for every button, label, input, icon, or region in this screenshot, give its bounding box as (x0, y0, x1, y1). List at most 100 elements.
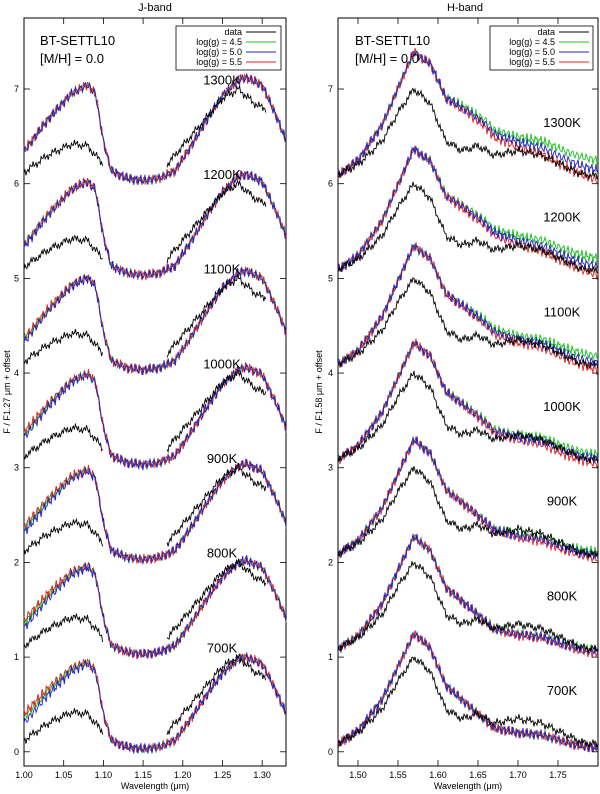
j-band-legend-box (175, 25, 282, 71)
h-band-legend: data log(g) = 4.5 log(g) = 5.0 log(g) = … (489, 25, 594, 71)
h-band-y-tick-label-0: 0 (328, 747, 333, 757)
h-band-model-name: BT-SETTL10 (355, 33, 430, 48)
h-band-y-tick-label-6: 6 (328, 179, 333, 189)
j-band-900K-g45-line (23, 458, 287, 565)
j-band-x-tick-label-1: 1.05 (55, 770, 73, 780)
j-band-temp-label-700K: 700K (207, 640, 238, 655)
j-band-1100K-g50-line (23, 267, 287, 376)
h-band-x-tick-label-3: 1.65 (469, 770, 487, 780)
h-band-temp-label-1100K: 1100K (544, 304, 581, 319)
h-band-y-tick-label-2: 2 (328, 557, 333, 567)
j-band-y-tick-label-5: 5 (14, 273, 19, 283)
j-band-900K-data-line (23, 463, 267, 555)
j-band-legend-g45-label: log(g) = 4.5 (196, 37, 242, 47)
h-band-1000K-g50-line (337, 340, 599, 465)
h-band-y-tick-label-7: 7 (328, 84, 333, 94)
h-band-y-tick-label-1: 1 (328, 652, 333, 662)
j-band-temp-label-1200K: 1200K (203, 167, 241, 182)
j-band-1300K-data-line (23, 84, 267, 176)
j-band-y-tick-label-7: 7 (14, 84, 19, 94)
h-band-700K-g55-line (337, 630, 599, 753)
h-band-legend-data-label: data (537, 27, 555, 37)
j-band-1200K-data-line (23, 179, 267, 270)
j-band-y-tick-label-2: 2 (14, 557, 19, 567)
h-band-legend-box (489, 25, 594, 71)
h-band-800K-data-line (337, 561, 599, 653)
j-band-1000K-data-line (23, 369, 267, 460)
j-band-title: J-band (138, 2, 172, 14)
j-band-x-tick-label-5: 1.25 (214, 770, 232, 780)
h-band-y-tick-label-5: 5 (328, 273, 333, 283)
j-band-temp-label-1100K: 1100K (204, 262, 241, 277)
j-band-1200K-g55-line (23, 170, 287, 281)
j-band-panel: J-band 700K800K900K1000K1100K1200K1300K … (2, 2, 287, 791)
h-band-plot-frame (337, 17, 599, 767)
j-band-x-axis-label: Wavelength (μm) (121, 781, 189, 791)
j-band-temp-label-1000K: 1000K (203, 356, 241, 371)
j-band-1300K-g45-line (23, 73, 287, 186)
h-band-x-tick-label-1: 1.55 (389, 770, 407, 780)
j-band-800K-g55-line (23, 555, 287, 660)
j-band-y-tick-label-6: 6 (14, 179, 19, 189)
j-band-series-layer: 700K 800K 900K 1000K 1100K 1200K 1300K (23, 72, 287, 754)
j-band-legend-g50-label: log(g) = 5.0 (196, 47, 242, 57)
h-band-y-axis-label: F / F1.58 μm + offset (314, 350, 324, 434)
h-band-x-tick-label-0: 1.50 (349, 770, 367, 780)
j-band-x-tick-label-6: 1.30 (253, 770, 271, 780)
h-band-metallicity: [M/H] = 0.0 (355, 51, 419, 66)
j-band-temp-label-900K: 900K (207, 451, 238, 466)
h-band-series-layer: 700K 800K 900K 1000K 1100K 1200K 1300K (337, 47, 599, 753)
j-band-temp-label-800K: 800K (207, 546, 238, 561)
j-band-1200K-g45-line (23, 170, 287, 280)
j-band-1100K-data-line (23, 274, 267, 365)
h-band-700K-g50-line (337, 631, 599, 753)
j-band-temp-label-1300K: 1300K (203, 72, 241, 87)
h-band-1000K-g55-line (337, 338, 599, 469)
j-band-x-tick-label-3: 1.15 (134, 770, 152, 780)
j-band-800K-data-line (23, 558, 267, 649)
h-band-temp-label-1000K: 1000K (543, 399, 581, 414)
h-band-legend-g45-label: log(g) = 4.5 (509, 37, 555, 47)
j-band-legend-data-label: data (224, 27, 242, 37)
j-band-plot-frame (23, 17, 287, 767)
h-band-x-tick-label-5: 1.75 (549, 770, 567, 780)
j-band-1000K-g50-line (23, 363, 287, 471)
j-band-800K-g50-line (23, 555, 287, 660)
j-band-1300K-g50-line (23, 73, 287, 185)
j-band-1300K-g55-line (23, 73, 287, 186)
h-band-axis-layer: 1.50 1.55 1.60 1.65 1.70 1.75 0 1 2 3 4 5 6 7 (328, 18, 598, 780)
h-band-1100K-g50-line (337, 243, 599, 368)
j-band-1100K-g45-line (23, 266, 287, 375)
j-band-y-axis-label: F / F1.27 μm + offset (2, 350, 12, 434)
j-band-y-tick-label-0: 0 (14, 747, 19, 757)
h-band-1300K-data-line (337, 87, 599, 180)
h-band-x-tick-label-4: 1.70 (509, 770, 527, 780)
j-band-1100K-g55-line (23, 265, 287, 375)
h-band-legend-g55-label: log(g) = 5.5 (509, 57, 555, 67)
h-band-x-tick-label-2: 1.60 (429, 770, 447, 780)
h-band-1200K-data-line (337, 181, 599, 275)
j-band-legend-g55-label: log(g) = 5.5 (196, 57, 242, 67)
j-band-700K-data-line (23, 653, 267, 744)
h-band-temp-label-1300K: 1300K (543, 115, 581, 130)
j-band-700K-g50-line (23, 652, 287, 754)
h-band-legend-g50-label: log(g) = 5.0 (509, 47, 555, 57)
h-band-700K-data-line (337, 656, 599, 749)
j-band-700K-g45-line (23, 652, 287, 754)
j-band-y-tick-label-3: 3 (14, 463, 19, 473)
j-band-800K-g45-line (23, 555, 287, 658)
h-band-900K-g55-line (337, 436, 599, 564)
h-band-1000K-data-line (337, 370, 599, 464)
h-band-panel: H-band 700K800K900K1000K1100K1200K1300K … (314, 2, 599, 791)
j-band-x-tick-label-2: 1.10 (95, 770, 113, 780)
h-band-y-tick-label-4: 4 (328, 368, 333, 378)
h-band-temp-label-900K: 900K (547, 494, 578, 509)
h-band-1100K-data-line (337, 277, 599, 370)
j-band-x-tick-label-0: 1.00 (15, 770, 33, 780)
j-band-1200K-g50-line (23, 170, 287, 280)
j-band-axis-layer: 1.00 1.05 1.10 1.15 1.20 1.25 1.30 0 1 2 3 4 5 6 7 (14, 18, 286, 780)
j-band-900K-g50-line (23, 459, 287, 566)
h-band-1200K-g50-line (337, 145, 599, 273)
j-band-y-tick-label-4: 4 (14, 368, 19, 378)
